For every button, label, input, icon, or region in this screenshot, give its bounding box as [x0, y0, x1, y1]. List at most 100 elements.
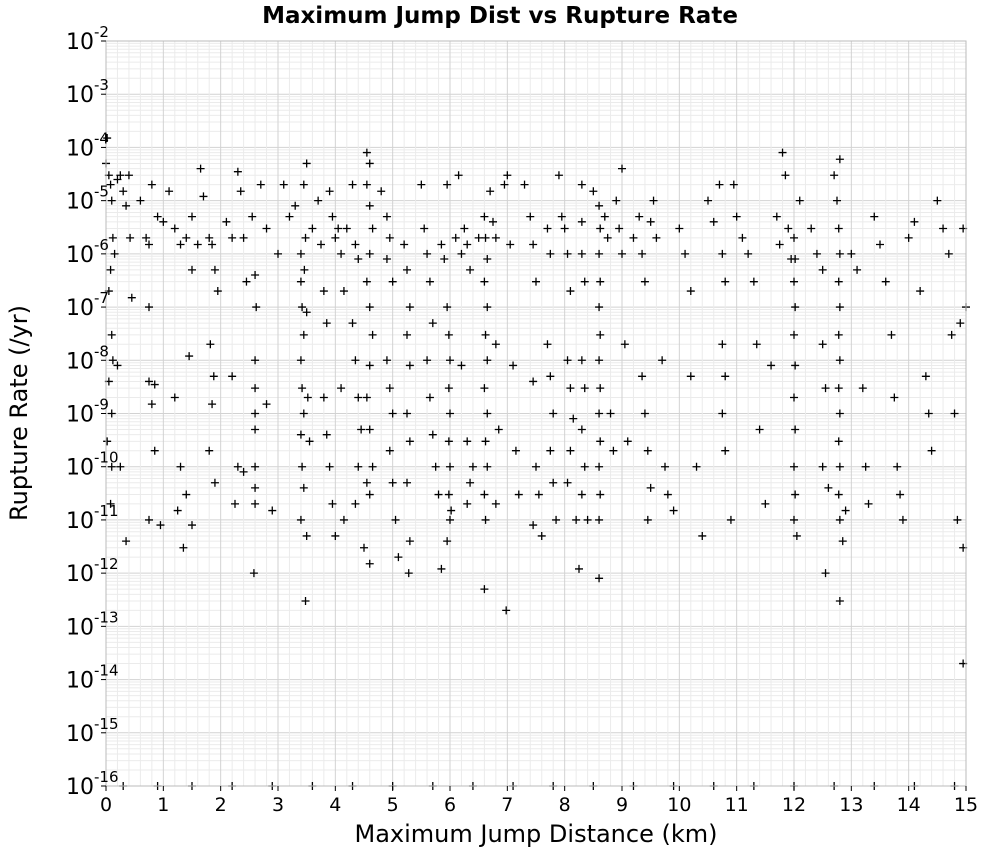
data-point	[176, 462, 185, 471]
data-point	[437, 240, 446, 249]
data-point	[365, 425, 374, 434]
data-point	[480, 585, 489, 594]
data-point	[368, 224, 377, 233]
data-point	[491, 233, 500, 242]
data-point	[480, 384, 489, 393]
data-point	[784, 224, 793, 233]
data-point	[348, 319, 357, 328]
data-point	[686, 372, 695, 381]
data-point	[417, 180, 426, 189]
data-point	[643, 446, 652, 455]
data-point	[153, 212, 162, 221]
data-point	[778, 148, 787, 157]
data-point	[122, 537, 131, 546]
data-point	[103, 437, 112, 446]
data-point	[122, 201, 131, 210]
data-point	[881, 277, 890, 286]
data-point	[446, 356, 454, 365]
data-point	[595, 574, 604, 583]
data-point	[821, 569, 830, 578]
data-point	[491, 340, 500, 349]
data-point	[251, 409, 260, 418]
data-point	[480, 212, 489, 221]
data-point	[405, 437, 414, 446]
data-point	[107, 409, 116, 418]
data-point	[718, 409, 727, 418]
data-point	[228, 233, 237, 242]
data-point	[420, 224, 429, 233]
data-point	[199, 192, 208, 201]
data-point	[721, 372, 730, 381]
data-point	[206, 340, 215, 349]
data-point	[362, 180, 371, 189]
data-point	[403, 330, 411, 339]
data-point	[446, 515, 454, 524]
data-point	[589, 187, 598, 196]
data-point	[405, 303, 414, 312]
data-point	[119, 187, 128, 196]
data-point	[391, 515, 400, 524]
y-axis-label: Rupture Rate (/yr)	[5, 305, 33, 521]
data-point	[483, 409, 492, 418]
data-point	[299, 409, 308, 418]
data-point	[339, 515, 348, 524]
data-point	[818, 265, 827, 274]
data-point	[953, 515, 962, 524]
y-tick-label: 10-6	[66, 236, 109, 268]
x-tick-label: 13	[839, 794, 863, 816]
x-tick-label: 4	[329, 794, 341, 816]
data-point	[301, 596, 310, 605]
data-point	[296, 356, 305, 365]
data-point	[791, 255, 800, 264]
data-point	[405, 537, 414, 546]
data-point	[649, 196, 658, 205]
data-point	[443, 180, 452, 189]
data-point	[775, 240, 784, 249]
data-point	[752, 340, 761, 349]
data-point	[483, 462, 492, 471]
data-point	[428, 430, 437, 439]
data-point	[342, 224, 351, 233]
data-point	[233, 462, 242, 471]
data-point	[509, 361, 518, 370]
data-point	[403, 265, 411, 274]
data-point	[546, 372, 555, 381]
data-point	[675, 224, 684, 233]
data-point	[116, 462, 125, 471]
data-point	[532, 277, 540, 286]
data-point	[107, 196, 116, 205]
x-tick-label: 2	[215, 794, 227, 816]
data-point	[110, 249, 119, 258]
data-point	[596, 224, 605, 233]
data-point	[466, 478, 475, 487]
data-point	[423, 356, 432, 365]
data-point	[835, 462, 844, 471]
data-point	[812, 249, 821, 258]
data-point	[790, 233, 798, 242]
data-point	[242, 277, 251, 286]
x-tick-label: 10	[667, 794, 691, 816]
y-tick-label: 10-5	[66, 183, 109, 215]
data-point	[188, 521, 196, 530]
data-point	[425, 277, 434, 286]
data-point	[298, 384, 307, 393]
data-point	[188, 212, 196, 221]
data-point	[529, 377, 538, 386]
data-point	[262, 224, 271, 233]
data-point	[718, 340, 727, 349]
data-point	[835, 155, 844, 164]
data-point	[274, 249, 282, 258]
data-point	[145, 303, 153, 312]
data-point	[669, 506, 678, 515]
data-point	[577, 356, 586, 365]
data-point	[142, 233, 151, 242]
data-point	[173, 506, 182, 515]
y-tick-label: 10-11	[66, 502, 119, 534]
data-point	[285, 212, 294, 221]
data-point	[529, 240, 538, 249]
data-point	[233, 167, 242, 176]
data-point	[563, 478, 572, 487]
data-point	[296, 515, 305, 524]
data-point	[596, 437, 605, 446]
data-point	[732, 212, 741, 221]
